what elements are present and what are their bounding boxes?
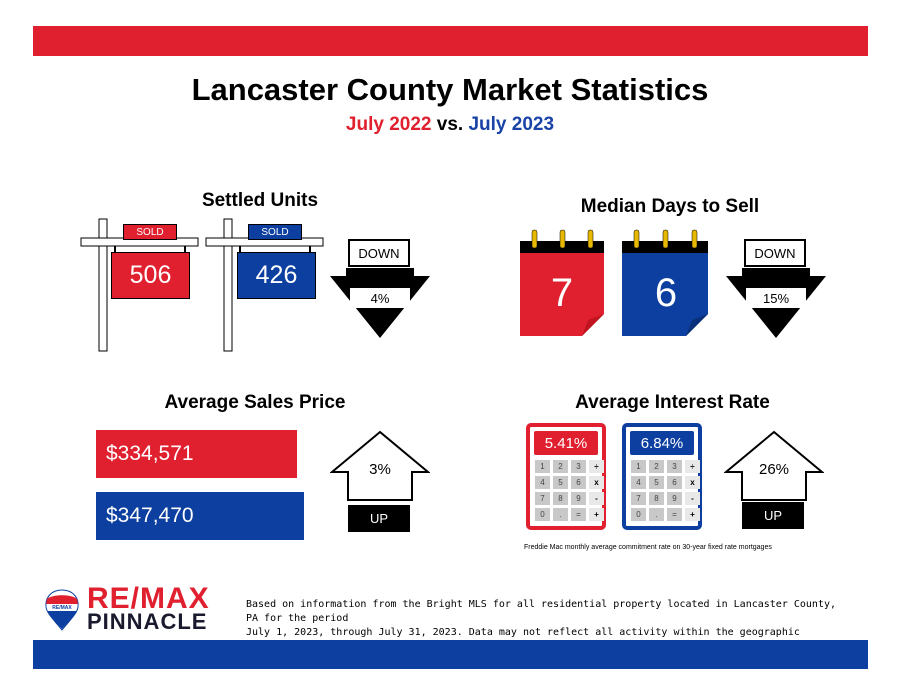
sold-tag-2023: SOLD bbox=[248, 224, 302, 240]
calculator-key: x bbox=[589, 476, 604, 489]
page-subtitle: July 2022 vs. July 2023 bbox=[0, 114, 900, 136]
calculator-2022-icon: 5.41% 1 2 3 ÷ 4 5 6 x 7 8 9- 0. = + bbox=[526, 423, 606, 530]
calendar-2023-icon bbox=[622, 229, 708, 336]
disclaimer-line-1: Based on information from the Bright MLS… bbox=[246, 599, 837, 624]
settled-units-trend-percent: 4% bbox=[350, 288, 410, 308]
calculator-key: 2 bbox=[553, 460, 568, 473]
median-days-2023-value: 6 bbox=[654, 270, 678, 315]
calculator-key: 3 bbox=[667, 460, 682, 473]
calculator-2023-icon: 6.84% 1 2 3 ÷ 4 5 6 x 7 8 9- 0. = + bbox=[622, 423, 702, 530]
median-days-trend-percent: 15% bbox=[746, 288, 806, 308]
up-arrow-icon bbox=[330, 430, 430, 501]
median-days-heading: Median Days to Sell bbox=[580, 196, 760, 217]
calculator-key: 1 bbox=[535, 460, 550, 473]
average-price-heading: Average Sales Price bbox=[164, 392, 346, 413]
logo-pinnacle: PINNACLE bbox=[87, 609, 208, 634]
settled-units-trend-label: DOWN bbox=[348, 239, 410, 267]
calculator-key: 2 bbox=[649, 460, 664, 473]
interest-rate-2022-value: 5.41% bbox=[534, 431, 598, 455]
calculator-key: 5 bbox=[649, 476, 664, 489]
median-days-2022-value: 7 bbox=[550, 270, 574, 315]
subtitle-year-2023: July 2023 bbox=[468, 114, 555, 135]
calculator-key: x bbox=[685, 476, 700, 489]
settled-units-2023-value: 426 bbox=[237, 252, 316, 299]
calculator-key: 3 bbox=[571, 460, 586, 473]
calculator-key: 5 bbox=[553, 476, 568, 489]
median-days-trend-label: DOWN bbox=[744, 239, 806, 267]
settled-units-heading: Settled Units bbox=[201, 190, 319, 211]
interest-rate-footnote: Freddie Mac monthly average commitment r… bbox=[524, 544, 772, 551]
top-red-band bbox=[33, 26, 868, 56]
calculator-key: 9 bbox=[667, 492, 682, 505]
settled-units-2022-value: 506 bbox=[111, 252, 190, 299]
average-price-trend-label: UP bbox=[348, 505, 410, 532]
calculator-key: = bbox=[667, 508, 682, 521]
calculator-key: 6 bbox=[667, 476, 682, 489]
calculator-keypad: 1 2 3 ÷ 4 5 6 x 7 8 9- 0. = + bbox=[535, 460, 604, 521]
calculator-key: 0 bbox=[535, 508, 550, 521]
up-arrow-icon bbox=[724, 430, 824, 501]
interest-rate-heading: Average Interest Rate bbox=[575, 392, 770, 413]
calculator-key: - bbox=[685, 492, 700, 505]
sold-tag-2022: SOLD bbox=[123, 224, 177, 240]
page-title: Lancaster County Market Statistics bbox=[191, 72, 709, 107]
calculator-key: 8 bbox=[553, 492, 568, 505]
average-price-trend-percent: 3% bbox=[369, 460, 391, 478]
calculator-key: + bbox=[589, 508, 604, 521]
calculator-key: ÷ bbox=[685, 460, 700, 473]
bottom-blue-band bbox=[33, 640, 868, 669]
calculator-key: 7 bbox=[631, 492, 646, 505]
calculator-key: 1 bbox=[631, 460, 646, 473]
calculator-key: 7 bbox=[535, 492, 550, 505]
average-price-2023-bar: $347,470 bbox=[96, 492, 304, 540]
calculator-key: 8 bbox=[649, 492, 664, 505]
calculator-key: 4 bbox=[535, 476, 550, 489]
calculator-key: 9 bbox=[571, 492, 586, 505]
calculator-key: = bbox=[571, 508, 586, 521]
calendar-2022-icon bbox=[520, 229, 604, 336]
calculator-key: . bbox=[649, 508, 664, 521]
calculator-key: 4 bbox=[631, 476, 646, 489]
sign-post-2022-icon bbox=[80, 218, 199, 352]
calculator-keypad: 1 2 3 ÷ 4 5 6 x 7 8 9- 0. = + bbox=[631, 460, 700, 521]
subtitle-year-2022: July 2022 bbox=[345, 114, 432, 135]
calculator-key: - bbox=[589, 492, 604, 505]
calculator-key: ÷ bbox=[589, 460, 604, 473]
subtitle-vs: vs. bbox=[436, 114, 464, 135]
logo-remax: RE/MAX bbox=[87, 582, 210, 615]
interest-rate-2023-value: 6.84% bbox=[630, 431, 694, 455]
calculator-key: 6 bbox=[571, 476, 586, 489]
calculator-key: . bbox=[553, 508, 568, 521]
hot-air-balloon-icon: RE/MAX bbox=[45, 589, 79, 631]
interest-rate-trend-percent: 26% bbox=[758, 460, 790, 478]
average-price-2022-bar: $334,571 bbox=[96, 430, 297, 478]
balloon-label: RE/MAX bbox=[52, 605, 72, 611]
calculator-key: 0 bbox=[631, 508, 646, 521]
interest-rate-trend-label: UP bbox=[742, 502, 804, 529]
calculator-key: + bbox=[685, 508, 700, 521]
